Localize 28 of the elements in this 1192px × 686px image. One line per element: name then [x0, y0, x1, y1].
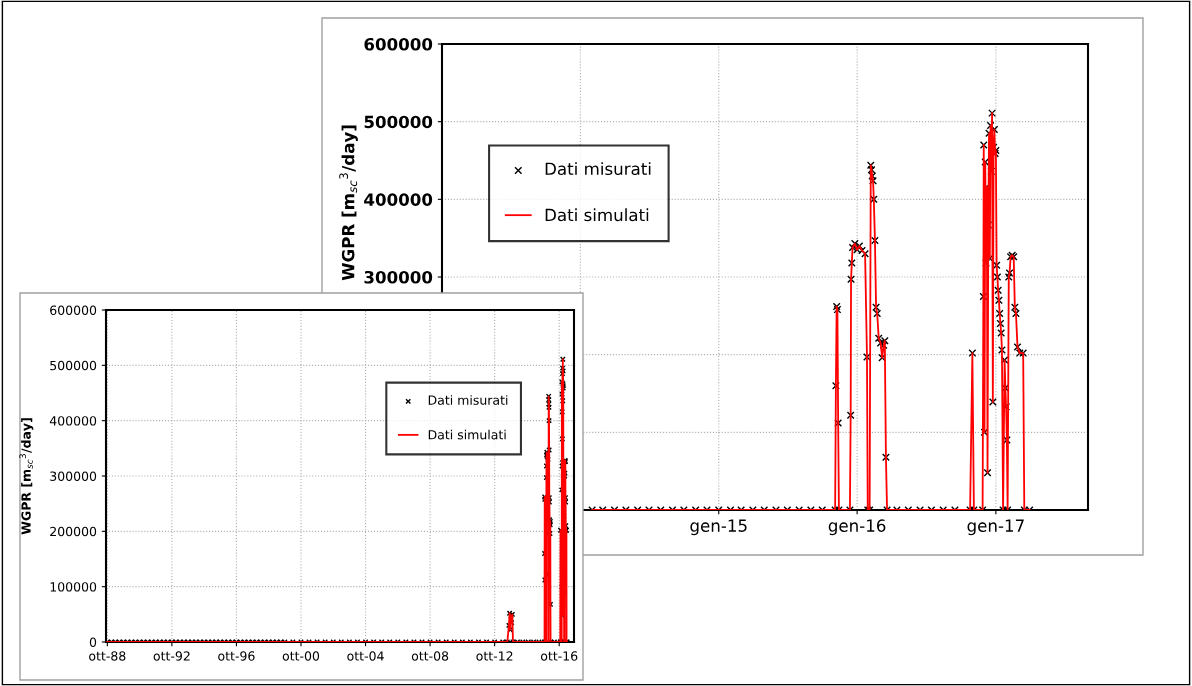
y-tick-label: 400000: [364, 193, 433, 206]
x-tick-label: ott-88: [89, 651, 126, 661]
y-tick-label: 400000: [49, 416, 97, 426]
x-tick-label: ott-00: [282, 651, 320, 661]
x-tick-label: ott-92: [153, 651, 190, 661]
x-tick-label: gen-17: [967, 519, 1024, 536]
legend-label: Dati misurati: [428, 395, 508, 405]
y-tick-label: 200000: [50, 526, 97, 537]
legend-label: Dati simulati: [545, 208, 649, 222]
x-tick-label: gen-16: [828, 519, 886, 536]
y-tick-label: 300000: [364, 270, 433, 284]
y-tick-label: 600000: [50, 305, 97, 315]
x-tick-label: ott-12: [476, 651, 513, 661]
y-axis-title: WGPR [m$_{sc}$$^{3}$/day]: [19, 418, 34, 535]
y-tick-label: 500000: [50, 360, 97, 371]
x-tick-label: ott-16: [540, 651, 578, 661]
x-tick-label: ott-04: [347, 651, 384, 661]
y-tick-label: 100000: [50, 582, 97, 592]
x-tick-label: ott-08: [411, 651, 449, 661]
legend-label: Dati simulati: [428, 429, 506, 440]
y-tick-label: 500000: [364, 115, 433, 129]
x-tick-label: ott-96: [218, 651, 255, 661]
y-tick-label: 0: [89, 637, 97, 647]
legend-label: Dati misurati: [545, 162, 651, 176]
y-tick-label: 600000: [364, 37, 433, 51]
y-tick-label: 300000: [50, 471, 97, 481]
x-tick-label: gen-15: [690, 519, 747, 536]
y-axis-title: WGPR [m$_{sc}$$^{3}$/day]: [339, 125, 358, 281]
